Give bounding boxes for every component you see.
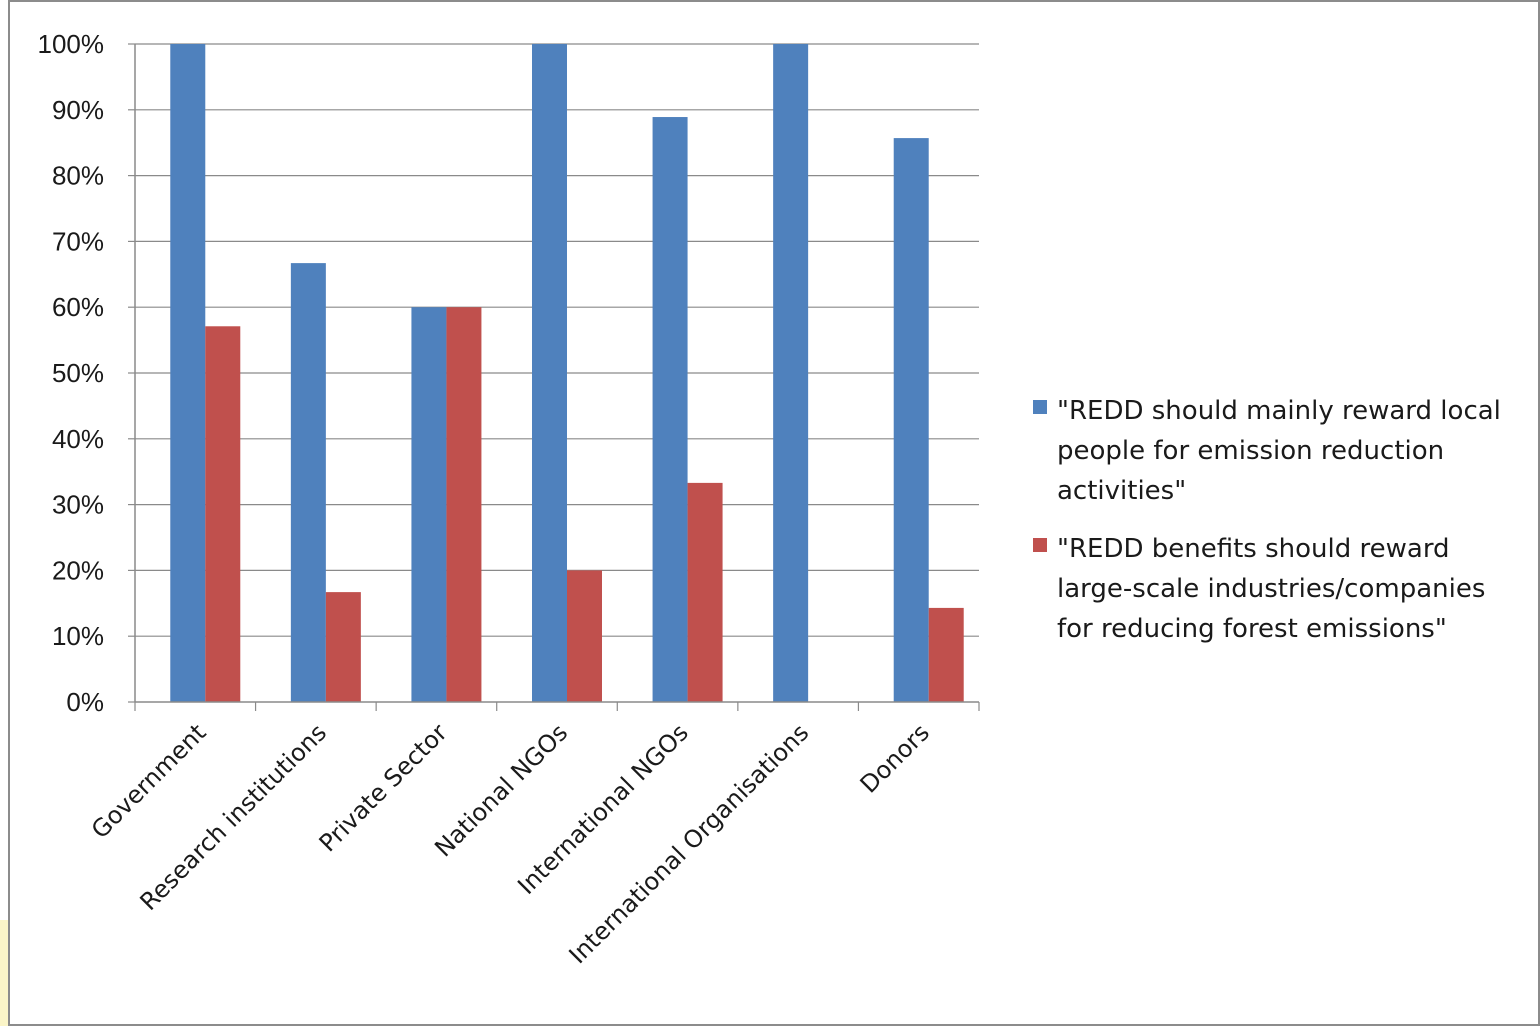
bar-series1-donors (893, 138, 929, 702)
legend-label-series2: for reducing forest emissions" (1057, 614, 1447, 644)
legend: "REDD should mainly reward local people f… (1033, 396, 1501, 644)
y-tick-label: 30% (52, 490, 104, 520)
legend-label-series1: activities" (1057, 476, 1186, 506)
corner-accent (0, 920, 9, 1026)
y-tick-label: 100% (38, 29, 105, 59)
bar-series1-research-institutions (290, 263, 326, 702)
bar-series1-private-sector (411, 307, 447, 702)
y-tick-label: 90% (52, 95, 104, 125)
bar-series1-international-organisations (773, 44, 809, 702)
y-tick-label: 20% (52, 555, 104, 585)
legend-label-series2: large-scale industries/companies (1057, 574, 1485, 604)
bar-series2-donors (928, 607, 964, 702)
x-tick-label: Government (86, 718, 212, 844)
bar-series2-research-institutions (325, 592, 361, 702)
bar-series2-national-ngos (567, 570, 602, 702)
legend-label-series1: "REDD should mainly reward local (1057, 396, 1501, 426)
legend-label-series2: "REDD benefits should reward (1057, 534, 1450, 564)
y-tick-label: 70% (52, 226, 104, 256)
legend-label-series1: people for emission reduction (1057, 436, 1444, 466)
y-tick-label: 60% (52, 292, 104, 322)
y-tick-label: 10% (52, 621, 104, 651)
legend-swatch-series1 (1033, 400, 1047, 414)
x-tick-label: Private Sector (314, 718, 453, 857)
x-tick-label: International Organisations (564, 718, 815, 969)
legend-swatch-series2 (1033, 538, 1047, 552)
bars (170, 44, 964, 702)
y-tick-label: 40% (52, 424, 104, 454)
bar-series1-national-ngos (532, 44, 567, 702)
bar-series2-private-sector (446, 307, 482, 702)
bar-series2-international-ngos (687, 482, 723, 702)
y-tick-label: 50% (52, 358, 104, 388)
bar-series1-government (170, 44, 206, 702)
x-tick-label: Donors (855, 718, 935, 798)
chart-border (8, 0, 1540, 1026)
bar-series1-international-ngos (652, 117, 688, 702)
y-tick-label: 80% (52, 161, 104, 191)
bar-series2-government (205, 326, 241, 702)
y-tick-label: 0% (66, 687, 104, 717)
